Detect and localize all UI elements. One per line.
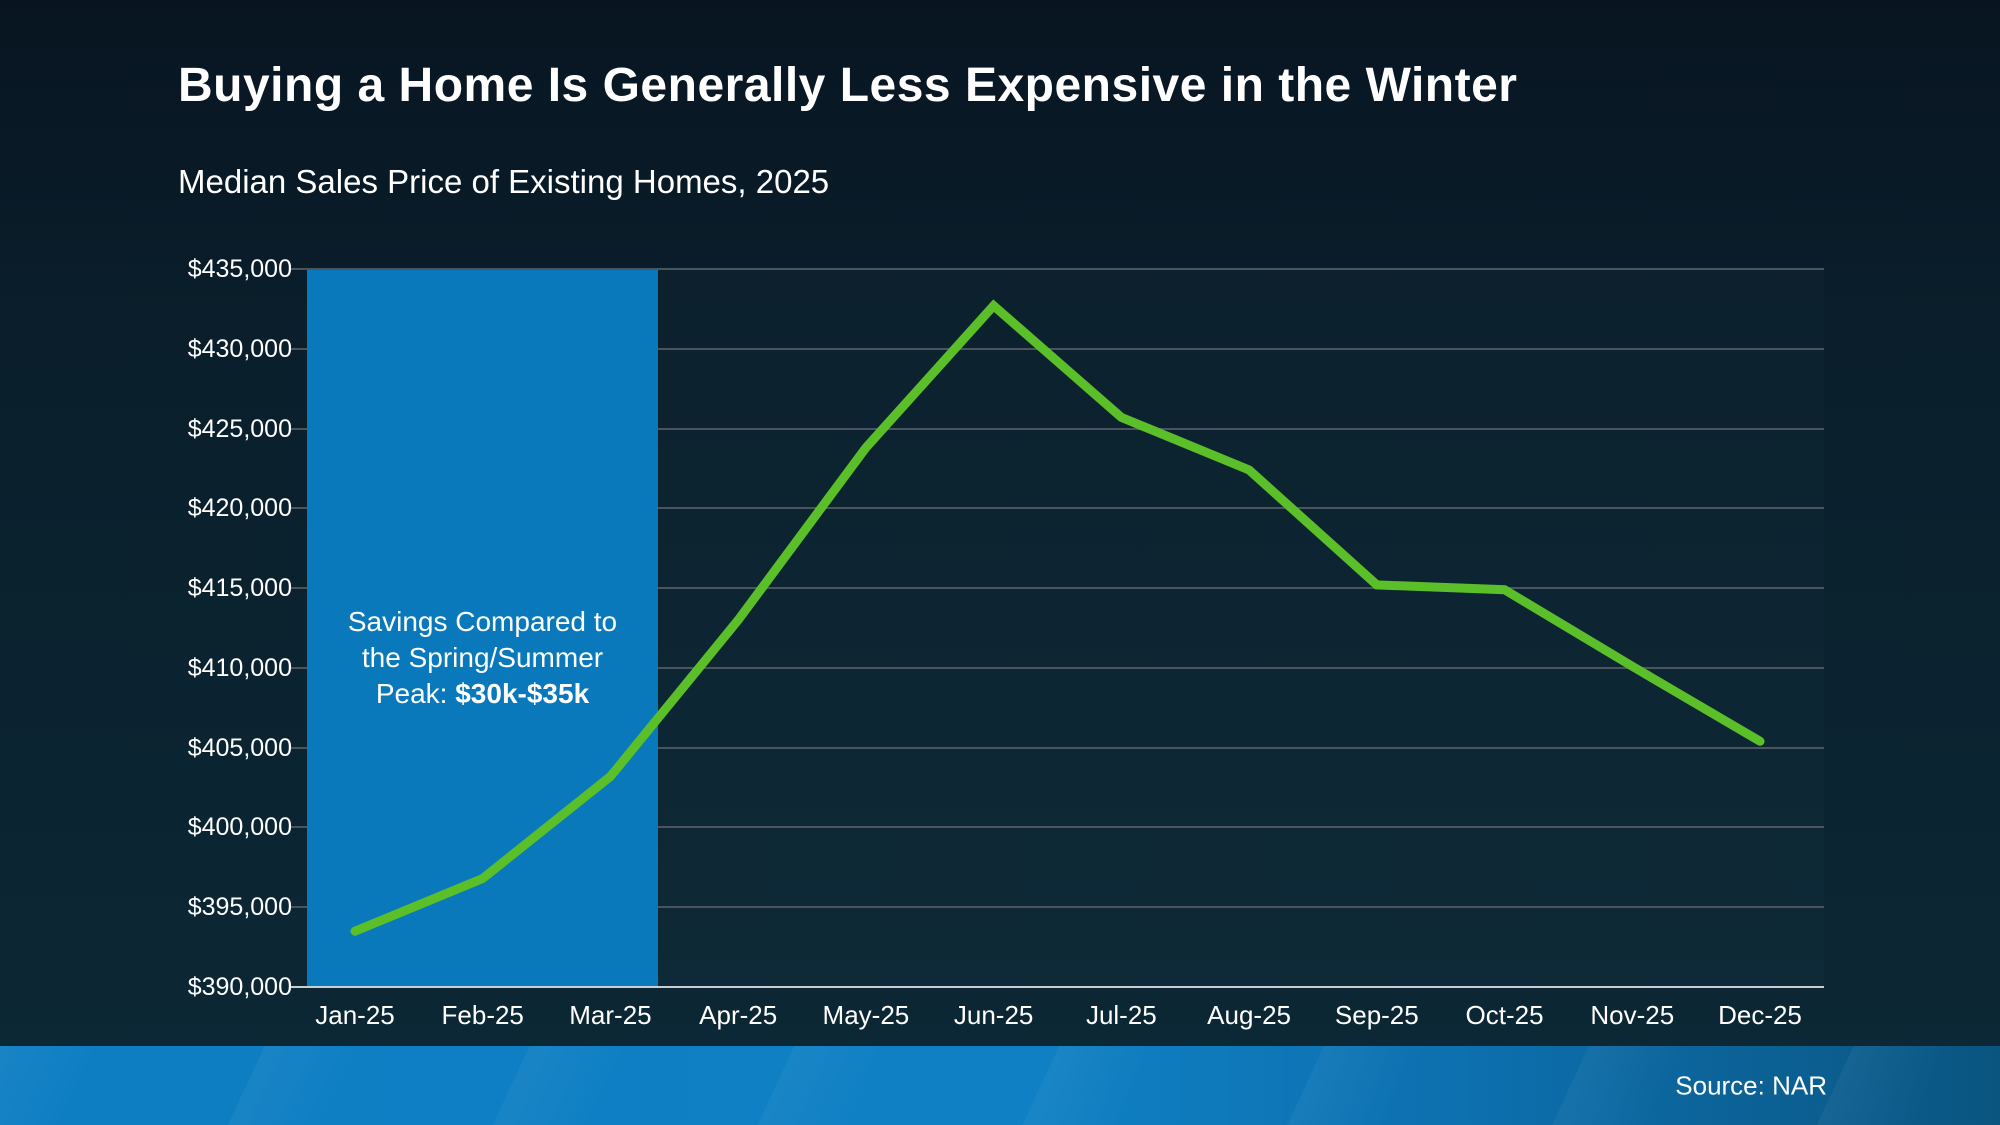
footer-bar: Source: NAR: [0, 1046, 2000, 1125]
savings-annotation: Savings Compared to the Spring/Summer Pe…: [307, 604, 658, 712]
y-axis-tick-label: $390,000: [187, 973, 292, 1001]
gridline: [291, 666, 1824, 669]
x-axis-tick-label: Dec-25: [1718, 1000, 1802, 1030]
winter-highlight-band: Savings Compared to the Spring/Summer Pe…: [307, 270, 658, 987]
chart-subtitle: Median Sales Price of Existing Homes, 20…: [178, 163, 830, 200]
y-axis-labels: $435,000 $430,000 $425,000 $420,000 $415,000…: [90, 256, 292, 1000]
gridline: [291, 587, 1824, 590]
x-axis-tick-label: Mar-25: [569, 1000, 652, 1030]
source-credit: Source: NAR: [1675, 1070, 1827, 1100]
y-axis-tick-label: $425,000: [187, 414, 292, 443]
annotation-line-3: Peak: $30k-$35k: [375, 678, 590, 709]
y-axis-tick-label: $420,000: [187, 494, 292, 523]
x-axis-tick-label: Oct-25: [1465, 1000, 1544, 1030]
y-axis-tick-label: $430,000: [187, 334, 292, 363]
annotation-line-2: the Spring/Summer: [361, 642, 604, 673]
price-line-chart: [350, 299, 1765, 936]
annotation-line-1: Savings Compared to: [347, 606, 618, 637]
y-axis-tick-label: $435,000: [187, 255, 292, 283]
gridline: [291, 427, 1824, 430]
x-axis-tick-label: May-25: [822, 1000, 910, 1030]
y-axis-tick-label: $400,000: [187, 813, 292, 842]
x-axis-tick-label: Nov-25: [1590, 1000, 1675, 1030]
plot-area: Savings Compared to the Spring/Summer Pe…: [291, 268, 1824, 988]
x-axis-tick-label: Feb-25: [441, 1000, 524, 1030]
price-line: [350, 299, 1765, 936]
gridline: [291, 268, 1824, 270]
gridline: [291, 507, 1824, 510]
y-axis-tick-label: $410,000: [187, 653, 292, 682]
y-axis-tick-label: $415,000: [187, 574, 292, 603]
chart-title: Buying a Home Is Generally Less Expensiv…: [178, 59, 1518, 112]
x-axis-tick-label: Jul-25: [1085, 1000, 1157, 1030]
x-axis-tick-label: Aug-25: [1207, 1000, 1291, 1030]
x-axis-tick-label: Jun-25: [953, 1000, 1034, 1030]
y-axis-tick-label: $405,000: [187, 733, 292, 762]
annotation-savings-range: $30k-$35k: [455, 678, 590, 709]
gridline: [291, 826, 1824, 829]
gridline: [291, 746, 1824, 749]
x-axis-line: [291, 986, 1824, 988]
x-axis-tick-label: Jan-25: [315, 1000, 395, 1030]
x-axis-tick-label: Apr-25: [699, 1000, 778, 1030]
y-axis-tick-label: $395,000: [187, 893, 292, 922]
gridline: [291, 347, 1824, 350]
gridline: [291, 906, 1824, 909]
x-axis-tick-label: Sep-25: [1334, 1000, 1419, 1030]
x-axis-labels: Jan-25 Feb-25 Mar-25 Apr-25 May-25 Jun-25 Jul-…: [307, 1000, 1824, 1040]
